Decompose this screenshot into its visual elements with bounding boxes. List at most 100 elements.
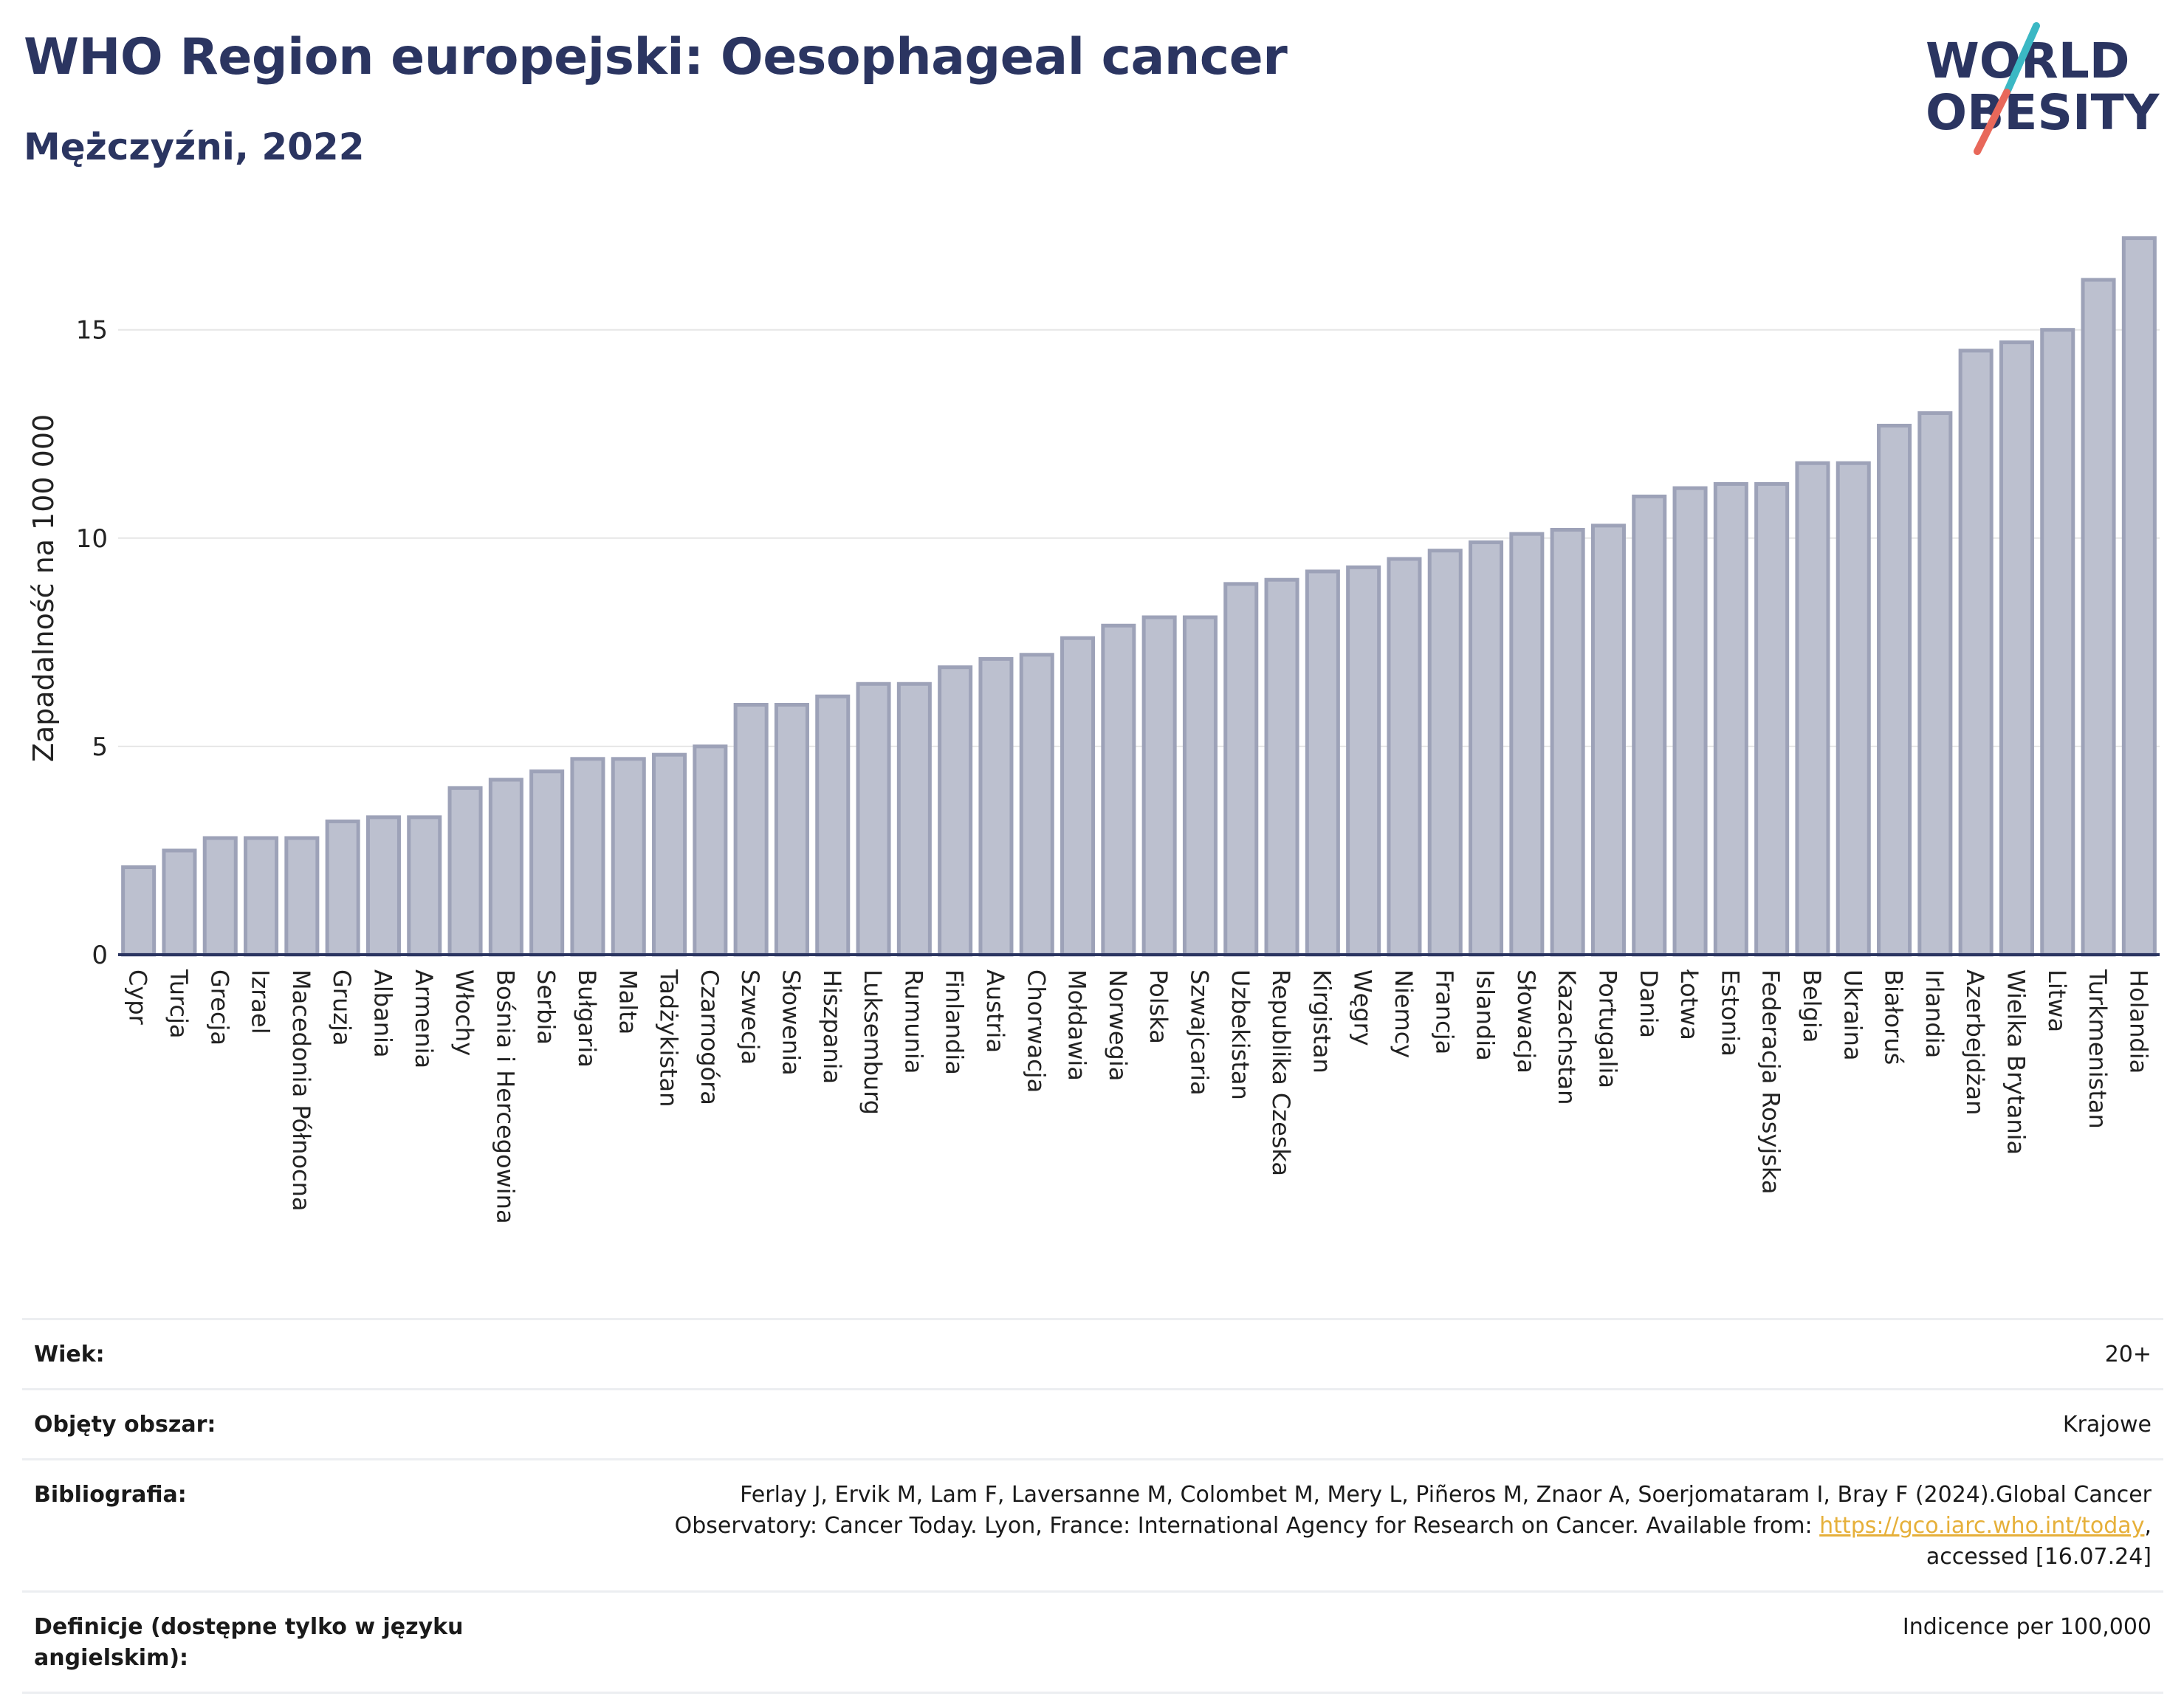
bar — [202, 836, 238, 957]
metadata-table: Wiek: 20+ Objęty obszar: Krajowe Bibliog… — [22, 1318, 2163, 1694]
bar — [529, 769, 565, 957]
logo-slash-red — [1974, 89, 2010, 155]
bar — [856, 682, 891, 957]
x-tick-label: Słowenia — [777, 969, 805, 1076]
logo-word-obesity: OBESITY — [1926, 84, 2160, 141]
meta-coverage-label: Objęty obszar: — [34, 1412, 216, 1438]
x-tick-label: Uzbekistan — [1226, 969, 1254, 1100]
bar — [1917, 411, 1953, 957]
bar-chart: 0 5 10 15 Zapadalność na 100 000 Cypr Turcja Gr… — [27, 236, 2160, 1224]
bar — [733, 702, 769, 957]
meta-definitions-label: Definicje (dostępne tylko w języku angie… — [34, 1614, 464, 1671]
biblio-line-3: accessed [16.07.24] — [1926, 1544, 2152, 1570]
x-tick-label: Grecja — [205, 969, 233, 1046]
x-tick-label: Białoruś — [1880, 969, 1908, 1065]
x-tick-label: Dania — [1635, 969, 1663, 1038]
bar — [1999, 340, 2034, 957]
bar — [693, 744, 728, 957]
chart-title: WHO Region europejski: Oesophageal cance… — [24, 28, 1288, 86]
bar — [1550, 528, 1585, 957]
bar — [1754, 481, 1790, 957]
biblio-line-2-comma: , — [2144, 1513, 2152, 1539]
x-tick-label: Szwecja — [736, 969, 764, 1065]
bar — [325, 819, 360, 957]
x-tick-label: Hiszpania — [818, 969, 846, 1084]
x-tick-label: Bośnia i Hercegowina — [491, 969, 519, 1224]
x-tick-label: Portugalia — [1593, 969, 1621, 1088]
x-tick-label: Austria — [981, 969, 1009, 1053]
meta-age-value: 20+ — [2104, 1342, 2152, 1367]
bar — [570, 757, 605, 957]
meta-age-label: Wiek: — [34, 1342, 105, 1367]
bar — [365, 815, 401, 957]
x-tick-label: Finlandia — [941, 969, 969, 1075]
bar — [162, 848, 197, 957]
x-tick-label: Serbia — [532, 969, 560, 1045]
bar — [1469, 540, 1504, 957]
bar — [1632, 494, 1667, 957]
bar — [2040, 328, 2075, 957]
bar — [978, 656, 1014, 957]
x-tick-label: Azerbejdżan — [1961, 969, 1989, 1115]
bar — [1672, 486, 1708, 957]
bar — [1509, 532, 1545, 957]
bar — [2081, 278, 2116, 957]
bar — [447, 786, 483, 957]
meta-row-bibliography: Bibliografia: Ferlay J, Ervik M, Lam F, … — [22, 1458, 2163, 1590]
x-tick-label: Gruzja — [328, 969, 356, 1046]
meta-row-coverage: Objęty obszar: Krajowe — [22, 1388, 2163, 1458]
x-tick-label: Kirgistan — [1308, 969, 1336, 1074]
x-tick-label: Łotwa — [1675, 969, 1703, 1040]
bar — [815, 694, 851, 957]
chart-subtitle: Mężczyźni, 2022 — [24, 126, 365, 168]
x-tick-label: Chorwacja — [1022, 969, 1050, 1093]
bar — [1019, 653, 1054, 957]
bar — [1590, 523, 1626, 957]
x-tick-label: Litwa — [2043, 969, 2071, 1032]
bar — [652, 752, 687, 957]
biblio-link[interactable]: https://gco.iarc.who.int/today — [1819, 1513, 2145, 1539]
x-tick-label: Albania — [368, 969, 396, 1057]
bar — [1877, 423, 1912, 957]
bar — [1836, 461, 1871, 957]
x-tick-label: Irlandia — [1920, 969, 1948, 1058]
y-axis-title: Zapadalność na 100 000 — [27, 414, 60, 762]
bar — [1795, 461, 1830, 957]
meta-definitions-value: Indicence per 100,000 — [1902, 1614, 2152, 1640]
x-tick-label: Ukraina — [1838, 969, 1867, 1061]
bar — [1427, 549, 1463, 957]
x-tick-label: Estonia — [1716, 969, 1744, 1057]
x-tick-label: Francja — [1430, 969, 1458, 1054]
bar — [1141, 615, 1177, 957]
x-tick-label: Luksemburg — [859, 969, 887, 1115]
bar — [284, 836, 320, 957]
meta-row-age: Wiek: 20+ — [22, 1318, 2163, 1388]
x-tick-label: Czarnogóra — [696, 969, 724, 1105]
bar — [2121, 236, 2157, 957]
x-tick-label: Norwegia — [1104, 969, 1132, 1081]
x-tick-label: Macedonia Północna — [287, 969, 315, 1212]
x-tick-label: Rumunia — [899, 969, 927, 1074]
x-tick-label: Belgia — [1798, 969, 1826, 1043]
x-tick-label: Turkmenistan — [2084, 969, 2112, 1129]
x-tick-label: Federacja Rosyjska — [1757, 969, 1785, 1195]
bar — [244, 836, 279, 957]
meta-coverage-value: Krajowe — [2062, 1412, 2152, 1438]
bar — [488, 777, 523, 957]
bar — [1387, 557, 1422, 957]
bar — [611, 757, 646, 957]
meta-bibliography-value: Ferlay J, Ervik M, Lam F, Laversanne M, … — [675, 1480, 2152, 1573]
y-tick-label: 5 — [92, 732, 108, 762]
x-tick-label: Polska — [1144, 969, 1172, 1044]
x-tick-label: Mołdawia — [1063, 969, 1091, 1081]
y-tick-label: 15 — [76, 316, 108, 346]
world-obesity-logo: WORLD OBESITY — [1926, 22, 2160, 155]
bar — [938, 665, 973, 957]
meta-row-definitions: Definicje (dostępne tylko w języku angie… — [22, 1590, 2163, 1694]
bar — [1101, 623, 1136, 957]
x-tick-label: Izrael — [247, 969, 275, 1034]
x-tick-label: Republika Czeska — [1267, 969, 1295, 1176]
biblio-line-1: Ferlay J, Ervik M, Lam F, Laversanne M, … — [740, 1482, 2152, 1508]
bar — [1346, 565, 1381, 957]
x-tick-label: Szwajcaria — [1185, 969, 1213, 1096]
